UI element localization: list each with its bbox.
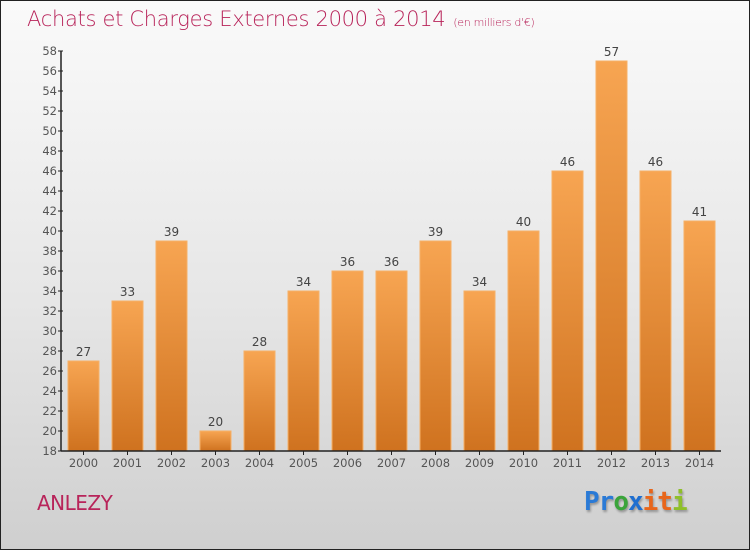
chart-subtitle: (en milliers d'€) — [453, 16, 535, 29]
bar-2009 — [463, 290, 496, 452]
y-tick-label-36: 36 — [42, 264, 57, 278]
logo-letter: x — [627, 487, 644, 517]
value-label-2003: 20 — [208, 415, 223, 429]
x-tick-label-2004: 2004 — [245, 456, 274, 470]
bar-2008 — [419, 240, 452, 452]
y-tick-label-44: 44 — [42, 184, 57, 198]
bar-2011 — [551, 170, 584, 452]
y-tick-label-48: 48 — [42, 144, 57, 158]
bar-2000 — [67, 360, 100, 452]
y-tick-label-24: 24 — [42, 384, 57, 398]
bar-2002 — [155, 240, 188, 452]
x-tick-label-2007: 2007 — [377, 456, 406, 470]
value-label-2001: 33 — [120, 285, 135, 299]
value-label-2008: 39 — [428, 225, 443, 239]
bars-group: 27 33 39 20 28 34 36 36 39 34 40 46 57 46 41 — [67, 45, 716, 452]
value-label-2011: 46 — [560, 155, 575, 169]
y-tick-label-28: 28 — [42, 344, 57, 358]
y-tick-label-58: 58 — [42, 44, 57, 58]
value-label-2004: 28 — [252, 335, 267, 349]
x-tick-label-2009: 2009 — [465, 456, 494, 470]
logo-letter: r — [598, 487, 615, 517]
y-tick-label-26: 26 — [42, 364, 57, 378]
y-tick-label-54: 54 — [42, 84, 57, 98]
y-tick-label-50: 50 — [42, 124, 57, 138]
x-tick-label-2001: 2001 — [113, 456, 142, 470]
bar-2007 — [375, 270, 408, 452]
town-name: ANLEZY — [37, 491, 113, 515]
value-label-2012: 57 — [604, 45, 619, 59]
y-tick-label-42: 42 — [42, 204, 57, 218]
logo-letter: P — [584, 487, 600, 517]
value-label-2006: 36 — [340, 255, 355, 269]
bar-2003 — [199, 430, 232, 452]
y-tick-label-18: 18 — [42, 444, 57, 458]
x-tick-label-2002: 2002 — [157, 456, 186, 470]
value-label-2002: 39 — [164, 225, 179, 239]
proxiti-logo[interactable]: Proxiti — [584, 487, 688, 517]
value-label-2010: 40 — [516, 215, 531, 229]
x-tick-label-2005: 2005 — [289, 456, 318, 470]
logo-letter: i — [642, 487, 659, 517]
logo-letter: o — [613, 487, 629, 517]
bar-2010 — [507, 230, 540, 452]
x-tick-label-2006: 2006 — [333, 456, 362, 470]
bar-2012 — [595, 60, 628, 452]
y-tick-label-30: 30 — [42, 324, 57, 338]
y-tick-label-34: 34 — [42, 284, 57, 298]
y-tick-label-56: 56 — [42, 64, 57, 78]
x-tick-label-2014: 2014 — [685, 456, 714, 470]
y-tick-label-40: 40 — [42, 224, 57, 238]
y-axis: 18 20 22 24 26 28 30 32 34 36 38 40 42 44 46 48 50 52 54 56… — [42, 44, 63, 458]
y-tick-label-52: 52 — [42, 104, 57, 118]
value-label-2005: 34 — [296, 275, 311, 289]
y-tick-label-32: 32 — [42, 304, 57, 318]
y-tick-label-38: 38 — [42, 244, 57, 258]
value-label-2009: 34 — [472, 275, 487, 289]
x-tick-label-2003: 2003 — [201, 456, 230, 470]
value-label-2000: 27 — [76, 345, 91, 359]
x-axis: 2000 2001 2002 2003 2004 2005 2006 2007 2008 2009… — [61, 450, 721, 470]
value-label-2014: 41 — [692, 205, 707, 219]
bar-2013 — [639, 170, 672, 452]
bar-2014 — [683, 220, 716, 452]
y-tick-label-20: 20 — [42, 424, 57, 438]
chart-title-text: Achats et Charges Externes 2000 à 2014 — [27, 7, 446, 31]
x-tick-label-2010: 2010 — [509, 456, 538, 470]
x-tick-label-2013: 2013 — [641, 456, 670, 470]
bar-2004 — [243, 350, 276, 452]
logo-letter: i — [671, 487, 688, 517]
y-tick-label-22: 22 — [42, 404, 57, 418]
x-tick-label-2011: 2011 — [553, 456, 582, 470]
x-tick-label-2008: 2008 — [421, 456, 450, 470]
bar-2001 — [111, 300, 144, 452]
logo-letter: t — [657, 487, 673, 517]
x-tick-label-2000: 2000 — [69, 456, 98, 470]
value-label-2013: 46 — [648, 155, 663, 169]
bar-2006 — [331, 270, 364, 452]
bar-2005 — [287, 290, 320, 452]
value-label-2007: 36 — [384, 255, 399, 269]
y-tick-label-46: 46 — [42, 164, 57, 178]
x-tick-label-2012: 2012 — [597, 456, 626, 470]
chart-title: Achats et Charges Externes 2000 à 2014 (e… — [27, 7, 535, 31]
